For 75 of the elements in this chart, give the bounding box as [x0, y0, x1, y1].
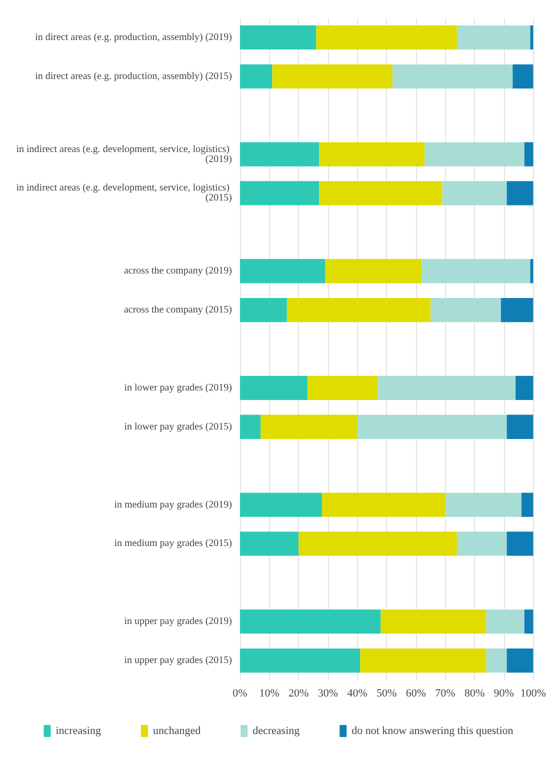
bar — [430, 298, 501, 322]
x-tick-label: 100% — [520, 688, 546, 700]
bar — [422, 259, 530, 284]
bar — [240, 25, 316, 50]
bar — [240, 648, 360, 673]
bar — [500, 298, 534, 322]
legend-label: decreasing — [252, 725, 300, 737]
x-tick-label: 70% — [435, 688, 456, 700]
x-tick-label: 90% — [494, 688, 514, 700]
x-tick-label: 60% — [406, 688, 426, 700]
y-tick-label: in lower pay grades (2019) — [124, 382, 232, 394]
bar — [506, 181, 534, 206]
bar — [240, 181, 320, 206]
bar — [240, 532, 299, 556]
bar — [322, 492, 446, 517]
bar — [360, 648, 486, 673]
x-tick-label: 30% — [318, 688, 338, 700]
bar — [424, 142, 524, 166]
bar — [325, 259, 422, 284]
y-tick-label: in medium pay grades (2015) — [114, 538, 232, 550]
x-tick-label: 50% — [376, 688, 397, 700]
bar — [456, 25, 530, 50]
x-tick-label: 0% — [232, 688, 248, 700]
bar — [392, 64, 513, 88]
bar — [286, 298, 431, 322]
bar — [319, 181, 442, 206]
bar — [524, 610, 534, 634]
x-tick-label: 80% — [464, 688, 485, 700]
y-tick-label: in upper pay grades (2019) — [124, 616, 232, 628]
y-tick-label: in medium pay grades (2019) — [114, 499, 232, 510]
bar — [307, 376, 378, 400]
x-tick-label: 40% — [347, 688, 368, 700]
x-tick-label: 20% — [288, 688, 309, 700]
bar — [521, 492, 534, 517]
bar — [530, 25, 534, 50]
bar — [524, 142, 534, 166]
bar — [240, 259, 326, 284]
bar — [319, 142, 425, 166]
bar — [316, 25, 457, 50]
y-tick-label: in indirect areas (e.g. development, service, logistics) (2015) — [16, 182, 232, 204]
bar — [506, 532, 534, 556]
bar — [442, 181, 507, 206]
bar — [240, 142, 320, 166]
bar — [380, 610, 486, 634]
bar — [530, 259, 534, 284]
x-tick-label: 10% — [259, 688, 280, 700]
bar — [506, 414, 534, 439]
bar — [240, 64, 272, 88]
y-tick-label: in upper pay grades (2015) — [124, 655, 232, 666]
y-tick-label: in indirect areas (e.g. development, service, logistics) (2019) — [16, 144, 232, 165]
bar — [486, 648, 507, 673]
bar — [456, 532, 507, 556]
bar — [445, 492, 522, 517]
bar — [357, 414, 507, 439]
bar — [240, 376, 308, 400]
bar — [512, 64, 534, 88]
y-tick-label: across the company (2019) — [124, 266, 232, 277]
bar — [272, 64, 392, 88]
bar — [240, 298, 287, 322]
bar — [516, 376, 534, 400]
bar — [506, 648, 534, 673]
bar — [240, 492, 322, 517]
bar — [378, 376, 516, 400]
y-tick-label: in direct areas (e.g. production, assembly) (2019) — [35, 32, 232, 43]
bar — [240, 610, 381, 634]
bar — [260, 414, 358, 439]
legend-label: unchanged — [152, 725, 202, 737]
y-tick-label: across the company (2015) — [124, 304, 232, 316]
bar — [486, 610, 524, 634]
y-tick-label: in direct areas (e.g. production, assembly) (2015) — [35, 70, 232, 82]
legend-label: increasing — [56, 725, 102, 737]
y-tick-label: in lower pay grades (2015) — [124, 421, 232, 432]
legend-label: do not know answering this question — [352, 725, 514, 737]
bar — [240, 414, 261, 439]
bar — [298, 532, 457, 556]
